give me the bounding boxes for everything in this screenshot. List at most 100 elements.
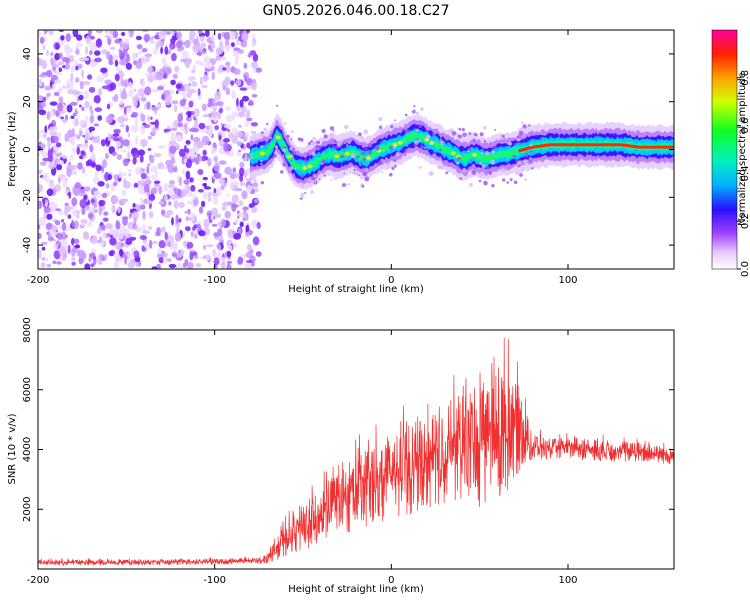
spectrogram-noise-blob: [39, 73, 46, 78]
spectrogram-noise-blob: [77, 162, 83, 170]
spectrogram-noise-blob: [101, 166, 104, 173]
spectrogram-noise-blob: [109, 237, 117, 246]
spectrogram-noise-blob: [197, 30, 203, 35]
spectrogram-noise-blob: [230, 42, 235, 48]
spectrogram-noise-blob: [208, 45, 212, 50]
spectrogram-noise-blob: [183, 179, 190, 185]
spectrogram-x-label: Height of straight line (km): [288, 284, 424, 295]
spectrogram-speck: [333, 139, 337, 143]
spectrogram-noise-blob: [81, 166, 86, 174]
spectrogram-noise-blob: [197, 169, 204, 175]
spectrogram-speck: [528, 124, 531, 127]
spectrogram-noise-blob: [131, 124, 139, 133]
spectrogram-speck: [278, 117, 281, 120]
spectrogram-speck: [483, 140, 486, 143]
spectrogram-noise-blob: [198, 189, 204, 193]
spectrogram-noise-blob: [135, 135, 139, 145]
spectrogram-noise-blob: [147, 147, 152, 152]
spectrogram-noise-blob: [131, 52, 137, 61]
spectrogram-speck: [408, 156, 412, 160]
spectrogram-speck: [404, 149, 408, 153]
spectrogram-noise-blob: [243, 213, 247, 221]
spectrogram-noise-blob: [144, 243, 149, 248]
spectrogram-speck: [326, 161, 328, 163]
spectrogram-speck: [334, 146, 338, 150]
spectrogram-ridge-core: [518, 143, 674, 153]
spectrogram-noise-blob: [46, 92, 51, 97]
spectrogram-speck: [330, 143, 332, 146]
spectrogram-noise-blob: [176, 252, 183, 258]
spectrogram-noise-blob: [50, 110, 54, 118]
spectrogram-speck: [501, 134, 505, 138]
spectrogram-noise-blob: [233, 68, 241, 75]
spectrogram-speck: [364, 147, 368, 151]
spectrogram-speck: [380, 159, 383, 161]
spectrogram-noise-blob: [114, 38, 121, 44]
spectrogram-speck: [278, 122, 281, 126]
spectrogram-noise-blob: [185, 158, 192, 169]
spectrogram-speck: [263, 127, 268, 132]
spectrogram-noise-blob: [75, 77, 80, 83]
spectrogram-noise-blob: [83, 231, 88, 239]
spectrogram-noise-blob: [58, 86, 63, 94]
spectrogram-noise-blob: [114, 73, 120, 82]
spectrogram-noise-blob: [159, 68, 165, 76]
spectrogram-noise-blob: [78, 249, 86, 259]
spectrogram-noise-blob: [225, 38, 230, 47]
spectrogram-noise-blob: [190, 231, 194, 238]
spectrogram-ridge-bead: [302, 166, 308, 170]
spectrogram-noise-blob: [64, 133, 68, 143]
spectrogram-speck: [363, 129, 369, 135]
spectrogram-noise-blob: [150, 165, 158, 173]
spectrogram-noise-blob: [58, 67, 63, 72]
spectrogram-noise-blob: [72, 238, 80, 244]
spectrogram-ridge-bead: [270, 142, 276, 147]
spectrogram-noise-blob: [120, 124, 125, 128]
spectrogram-noise-blob: [158, 201, 165, 205]
spectrogram-noise-blob: [132, 203, 136, 208]
spectrogram-noise-blob: [203, 74, 209, 81]
spectrogram-noise-blob: [41, 150, 48, 158]
spectrogram-noise-blob: [232, 50, 239, 57]
spectrogram-noise-blob: [97, 226, 102, 235]
spectrogram-noise-blob: [219, 40, 224, 50]
spectrogram-noise-blob: [50, 57, 54, 66]
spectrogram-noise-blob: [39, 36, 45, 45]
spectrogram-noise-blob: [186, 148, 189, 154]
spectrogram-noise-blob: [70, 164, 78, 170]
spectrogram-noise-blob: [143, 33, 151, 43]
spectrogram-noise-blob: [226, 193, 230, 198]
spectrogram-speck: [518, 130, 524, 136]
spectrogram-noise-blob: [218, 160, 227, 165]
spectrogram-noise-blob: [176, 226, 180, 235]
spectrogram-noise-blob: [178, 177, 182, 187]
spectrogram-noise-blob: [79, 57, 86, 62]
spectrogram-noise-blob: [96, 75, 104, 82]
spectrogram-noise-blob: [98, 206, 102, 216]
spectrogram-speck: [472, 139, 476, 142]
snr-panel: -200 -100 0 100 2000 4000 6000 8000 Height of …: [7, 317, 675, 595]
spectrogram-noise-blob: [120, 78, 124, 87]
spectrogram-speck: [440, 143, 444, 146]
spectrogram-noise-blob: [209, 122, 213, 132]
spectrogram-noise-blob: [238, 200, 244, 206]
spectrogram-noise-blob: [233, 233, 242, 240]
spectrogram-noise-blob: [251, 182, 259, 188]
spectrogram-noise-blob: [251, 61, 258, 69]
spectrogram-noise-blob: [180, 125, 185, 132]
spectrogram-noise-blob: [46, 136, 51, 142]
spectrogram-speck: [347, 183, 350, 186]
spectrogram-noise-blob: [56, 261, 62, 265]
spectrogram-speck: [458, 127, 462, 131]
spectrogram-noise-blob: [171, 52, 177, 62]
spectrogram-noise-blob: [64, 189, 69, 195]
spectrogram-speck: [516, 138, 520, 142]
spectrogram-noise-blob: [239, 181, 245, 187]
spectrogram-ridge-bead: [408, 135, 414, 139]
spectrogram-noise-blob: [64, 63, 70, 70]
spectrogram-noise-blob: [251, 219, 258, 229]
spectrogram-speck: [483, 126, 487, 130]
spectrogram-noise-blob: [38, 30, 41, 38]
spectrogram-x-tick-label: 100: [558, 275, 577, 286]
spectrogram-noise-blob: [46, 188, 54, 197]
